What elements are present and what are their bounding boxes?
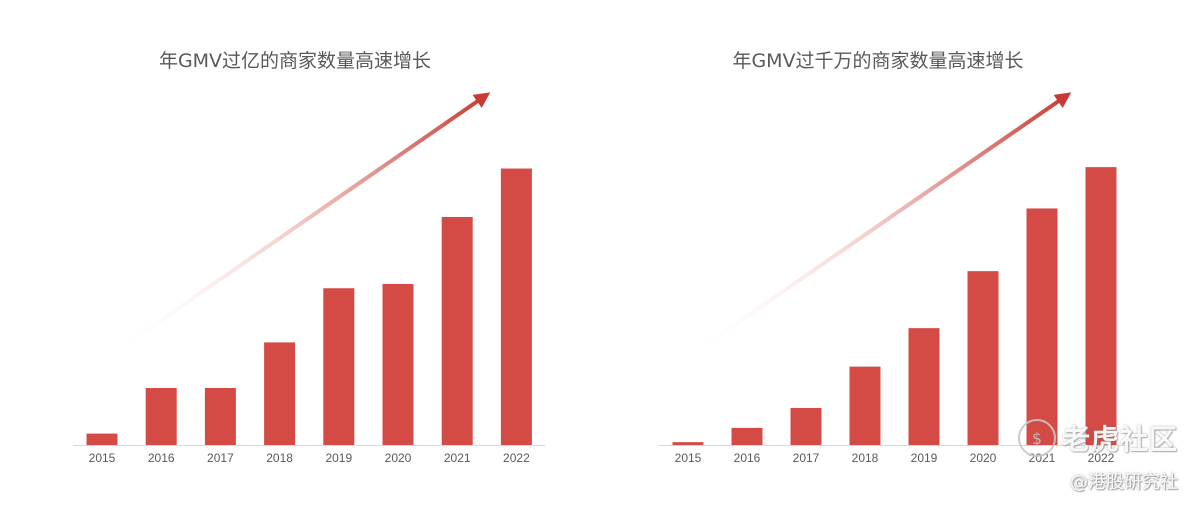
bar-2016 bbox=[731, 427, 763, 445]
watermark-handle: @港股研究社 bbox=[1070, 472, 1178, 493]
watermark-brand: 老虎社区 bbox=[1061, 423, 1178, 456]
bar-2019 bbox=[323, 288, 355, 445]
x-tick-label: 2022 bbox=[1088, 451, 1115, 465]
x-tick-label: 2020 bbox=[970, 451, 997, 465]
bar-2022 bbox=[1085, 167, 1117, 445]
x-tick-label: 2016 bbox=[148, 451, 175, 465]
bar-2022 bbox=[500, 168, 532, 446]
x-tick-label: 2015 bbox=[89, 451, 116, 465]
trend-arrow bbox=[686, 92, 1072, 359]
bar-2020 bbox=[382, 283, 414, 445]
x-tick-label: 2019 bbox=[911, 451, 938, 465]
bar-2017 bbox=[790, 407, 822, 445]
chart-gmv-over-100m: 年GMV过亿的商家数量高速增长 2015 2016 2017 2018 2019 2020… bbox=[0, 0, 590, 508]
tiger-dollar-icon: $ bbox=[1017, 419, 1056, 457]
chart-plot: 2015 2016 2017 2018 2019 2020 2021 2022 bbox=[658, 92, 1130, 465]
bar-2018 bbox=[849, 366, 881, 445]
x-tick-label: 2015 bbox=[675, 451, 702, 465]
bar-2020 bbox=[967, 271, 999, 445]
bar-2015 bbox=[672, 442, 704, 445]
bar-2021 bbox=[441, 217, 473, 445]
x-tick-label: 2022 bbox=[503, 451, 530, 465]
x-tick-label: 2020 bbox=[385, 451, 412, 465]
x-tick-label: 2018 bbox=[266, 451, 293, 465]
chart-plot: 2015 2016 2017 2018 2019 2020 2021 2022 bbox=[73, 92, 545, 465]
x-tick-label: 2017 bbox=[793, 451, 820, 465]
chart-title: 年GMV过亿的商家数量高速增长 bbox=[158, 50, 432, 72]
x-tick-label: 2019 bbox=[325, 451, 352, 465]
bar-2018 bbox=[264, 342, 296, 445]
x-tick-label: 2021 bbox=[444, 451, 471, 465]
chart-title: 年GMV过千万的商家数量高速增长 bbox=[732, 50, 1024, 72]
trend-arrow bbox=[106, 92, 491, 359]
chart-gmv-over-10m: 年GMV过千万的商家数量高速增长 2015 2016 2017 2018 2019 202… bbox=[600, 0, 1200, 508]
bar-2017 bbox=[204, 388, 236, 445]
bar-2016 bbox=[145, 388, 177, 445]
bar-2019 bbox=[908, 328, 940, 445]
bar-2021 bbox=[1026, 208, 1058, 445]
watermark-logo: $ 老虎社区 bbox=[1017, 418, 1178, 458]
x-tick-label: 2017 bbox=[207, 451, 234, 465]
x-tick-label: 2016 bbox=[734, 451, 761, 465]
watermark: $ 老虎社区 @港股研究社 bbox=[1017, 418, 1178, 494]
bar-2015 bbox=[86, 433, 118, 445]
x-tick-label: 2018 bbox=[852, 451, 879, 465]
